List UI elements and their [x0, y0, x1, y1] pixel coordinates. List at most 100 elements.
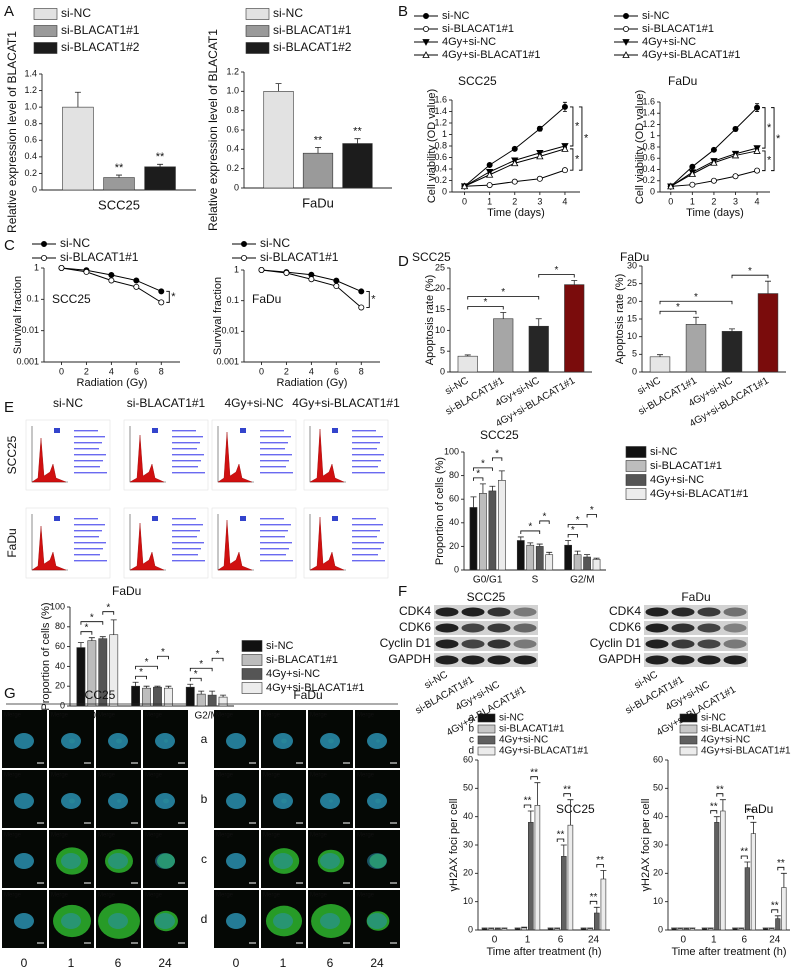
- y-axis-label: Proportion of cells (%): [40, 602, 52, 710]
- x-tick-label: 0: [462, 196, 467, 206]
- significance-bracket: [467, 306, 504, 310]
- flow-stats-text: [352, 448, 377, 450]
- flow-stats-text: [352, 548, 381, 550]
- flow-stats-text: [260, 524, 291, 526]
- flow-stats-text: [74, 472, 107, 474]
- nucleus: [61, 793, 81, 809]
- nucleus: [155, 913, 175, 929]
- legend-label: 4Gy+si-BLACAT1#1: [701, 746, 791, 757]
- error-bar: [689, 927, 696, 929]
- error-bar: [546, 551, 553, 555]
- y-tick-label: 100: [444, 446, 459, 456]
- chart-title: FaDu: [112, 584, 141, 598]
- image-label: Merge: [310, 833, 328, 839]
- y-axis-label: Proportion of cells (%): [434, 457, 446, 565]
- marker: [158, 288, 165, 295]
- y-tick-label: 1.2: [226, 66, 239, 76]
- significance-bracket: [135, 665, 158, 670]
- y-tick-label: 0.001: [216, 356, 239, 366]
- bar: [302, 152, 334, 189]
- nucleus: [226, 913, 246, 929]
- flow-stats-text: [260, 548, 289, 550]
- flow-stats-text: [260, 518, 284, 520]
- image-label: Merge: [263, 893, 281, 899]
- x-tick-label: 1: [711, 935, 717, 946]
- y-tick-label: 0.2: [226, 163, 239, 173]
- bar: [594, 912, 600, 931]
- nucleus: [61, 733, 81, 749]
- flow-stats-text: [74, 518, 98, 520]
- nucleus: [14, 913, 34, 929]
- flow-stats-text: [260, 442, 288, 444]
- y-tick-label: 0.01: [221, 326, 239, 336]
- blot-band: [461, 607, 485, 617]
- y-tick-label: 20: [463, 868, 473, 878]
- nucleus: [61, 913, 81, 929]
- flow-gate: [54, 516, 60, 521]
- legend-label: si-NC: [266, 640, 294, 652]
- image-label: Merge: [51, 713, 69, 719]
- significance-bracket: [523, 804, 532, 808]
- image-label: Merge: [310, 713, 328, 719]
- significance-label: *: [371, 293, 376, 305]
- marker: [240, 254, 247, 261]
- image-label: Merge: [145, 833, 163, 839]
- blot-band: [723, 607, 747, 617]
- y-tick-label: 50: [463, 783, 473, 793]
- blot-strip: [644, 653, 748, 667]
- flow-stats-text: [172, 430, 196, 432]
- marker: [622, 51, 630, 58]
- significance-label: **: [524, 796, 532, 807]
- y-tick-label: 0: [32, 184, 37, 194]
- nucleus: [226, 733, 246, 749]
- bar: [481, 928, 488, 931]
- bar: [185, 686, 195, 707]
- legend-label: 4Gy+si-BLACAT1#1: [266, 682, 365, 694]
- significance-bracket: [492, 457, 503, 461]
- bar: [708, 928, 714, 931]
- y-tick-label: 30: [627, 260, 637, 270]
- y-axis-label: Cell viability (OD value): [634, 90, 646, 204]
- error-bar: [315, 147, 321, 154]
- bar: [488, 490, 497, 571]
- error-bar: [527, 542, 534, 546]
- legend-label: 4Gy+si-BLACAT1#1: [499, 746, 589, 757]
- error-bar: [600, 870, 607, 879]
- blot-band: [645, 655, 669, 665]
- bar: [750, 833, 756, 931]
- nucleus: [273, 733, 293, 749]
- flow-stats-text: [260, 542, 292, 544]
- legend-swatch: [33, 25, 58, 37]
- significance-label: **: [563, 784, 571, 795]
- legend-label: si-NC: [260, 236, 290, 250]
- x-tick-label: 0: [668, 196, 673, 206]
- significance-label: *: [484, 297, 488, 308]
- image-label: Merge: [357, 833, 375, 839]
- marker: [754, 104, 761, 111]
- bar: [469, 507, 478, 571]
- flow-stats-text: [260, 454, 292, 456]
- error-bar: [732, 927, 739, 929]
- bar: [554, 928, 560, 931]
- y-tick-label: 20: [653, 868, 663, 878]
- blot-strip: [434, 605, 538, 619]
- blot-band: [487, 607, 511, 617]
- y-tick-label: 20: [627, 296, 637, 306]
- error-bar: [593, 557, 600, 560]
- significance-label: **: [710, 801, 718, 812]
- y-tick-label: 0.2: [434, 175, 447, 185]
- bar: [488, 928, 494, 931]
- image-label: Merge: [4, 713, 22, 719]
- significance-bracket: [771, 909, 779, 913]
- marker: [333, 277, 340, 284]
- x-tick-label: 3: [537, 196, 542, 206]
- blot-strip: [644, 637, 748, 651]
- bar: [545, 554, 554, 571]
- legend-swatch: [625, 460, 647, 472]
- blot-band: [435, 607, 459, 617]
- row-letter: a: [201, 732, 208, 746]
- x-tick-label: 4: [755, 196, 760, 206]
- y-tick-label: 40: [449, 517, 459, 527]
- image-label: Merge: [4, 773, 22, 779]
- y-tick-label: 15: [435, 304, 445, 314]
